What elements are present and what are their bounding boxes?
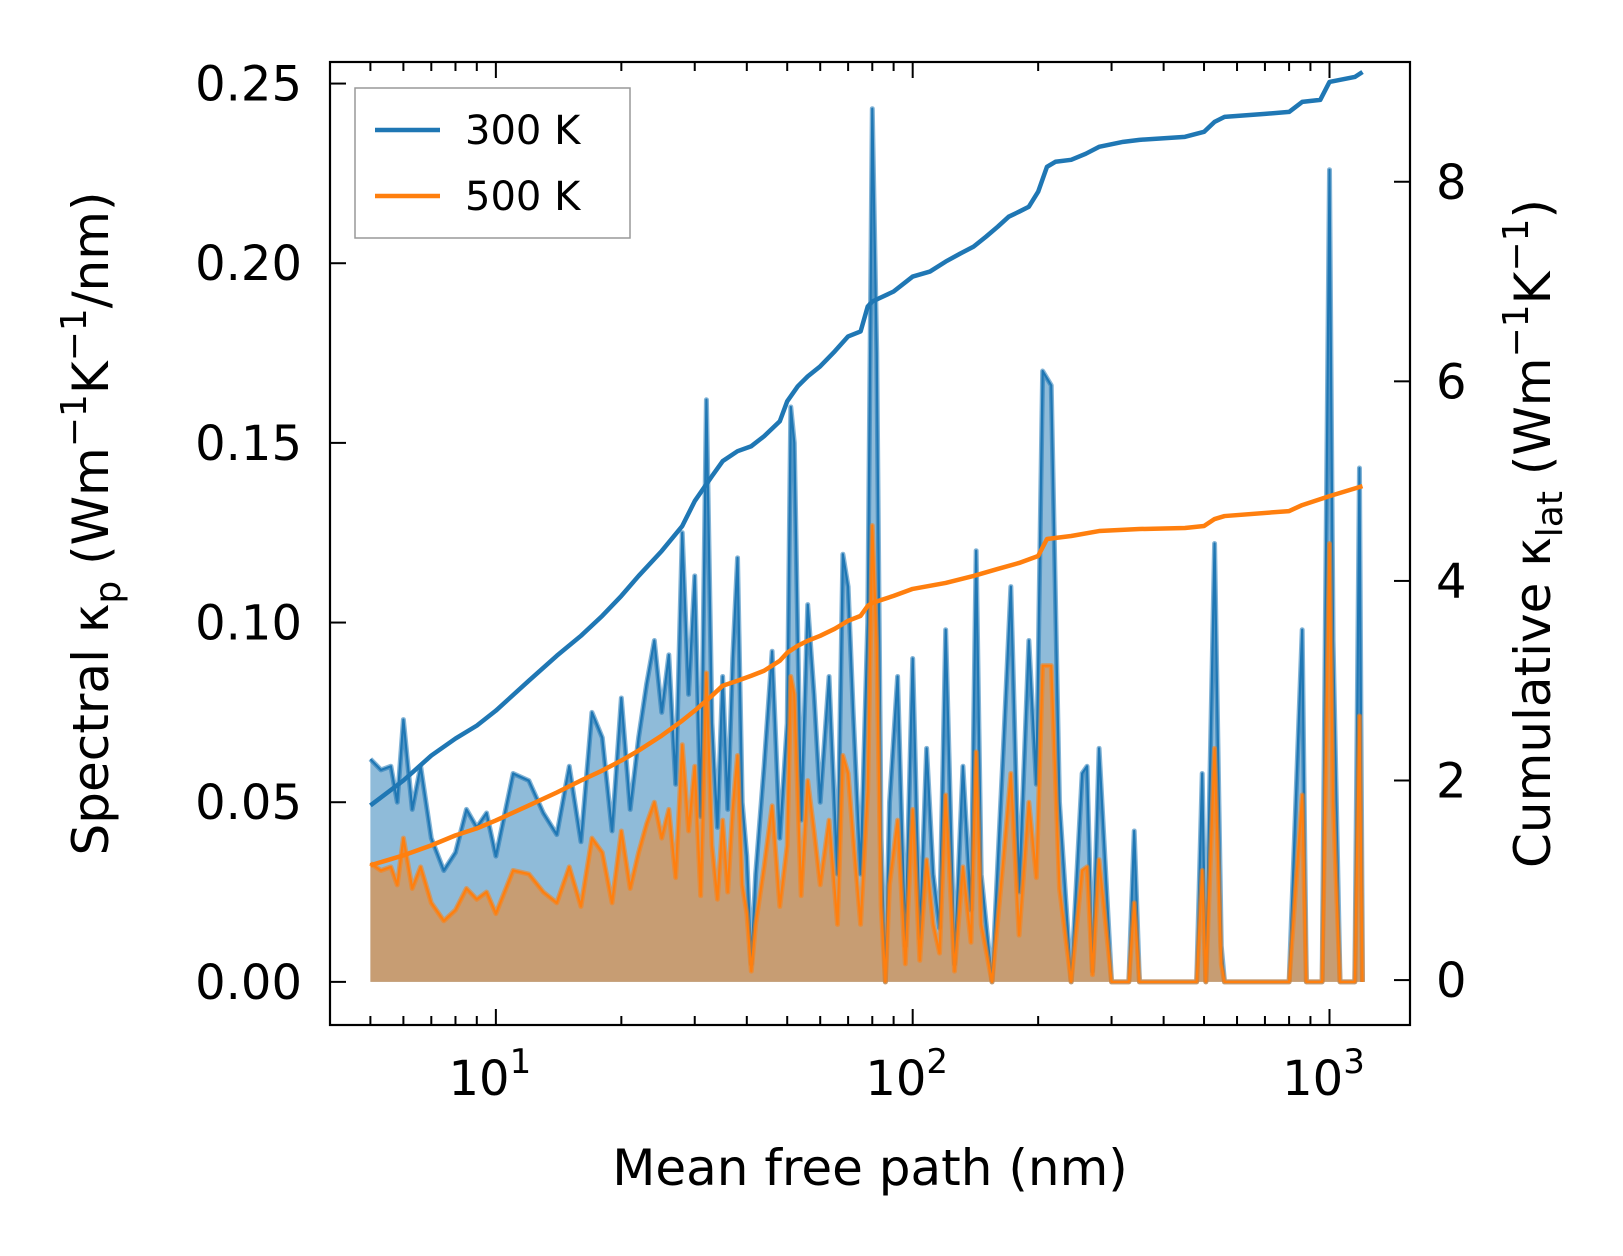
x-tick-label-exponent: 1 xyxy=(510,1042,532,1082)
y-left-tick-label: 0.05 xyxy=(195,775,302,831)
title-superscript: −1 xyxy=(1496,304,1537,357)
y-right-tick-label: 0 xyxy=(1436,953,1467,1009)
legend: 300 K 500 K xyxy=(354,87,631,239)
y-right-tick-label: 8 xyxy=(1436,155,1467,211)
y-right-tick-label: 4 xyxy=(1436,554,1467,610)
x-tick-label: 101 xyxy=(449,1042,532,1107)
legend-box xyxy=(354,87,631,239)
plot-frame xyxy=(328,60,1412,1027)
spectral-line-500-k xyxy=(369,524,1364,983)
x-tick-label-base: 10 xyxy=(1282,1051,1343,1107)
axes-layer: 101 102 1030.000.050.100.150.200.2502468Me… xyxy=(54,57,1571,1197)
y-left-tick-label: 0.00 xyxy=(195,955,302,1011)
y-left-axis-title: Spectral κp (Wm−1K−1/nm) xyxy=(54,192,129,856)
x-tick-label-base: 10 xyxy=(449,1051,510,1107)
title-superscript: −1 xyxy=(54,394,95,447)
title-subscript: lat xyxy=(1530,491,1571,537)
title-subscript: p xyxy=(88,581,129,604)
title-superscript: −1 xyxy=(1496,219,1537,272)
title-superscript: −1 xyxy=(54,308,95,361)
x-tick-label-base: 10 xyxy=(865,1051,926,1107)
y-left-tick-label: 0.15 xyxy=(195,416,302,472)
title-text: K xyxy=(62,360,120,394)
x-axis-title: Mean free path (nm) xyxy=(612,1139,1128,1197)
x-tick-label-exponent: 3 xyxy=(1343,1042,1365,1082)
y-left-tick-label: 0.10 xyxy=(195,596,302,652)
y-right-axis-title: Cumulative κlat (Wm−1K−1) xyxy=(1496,199,1571,868)
x-tick-label: 102 xyxy=(865,1042,948,1107)
y-right-tick-label: 2 xyxy=(1436,754,1467,810)
title-text: ) xyxy=(1504,199,1562,219)
title-text: K xyxy=(1504,270,1562,304)
title-text: Cumulative κ xyxy=(1504,537,1562,868)
cumulative-line-500-k xyxy=(369,483,1364,868)
y-left-tick-label: 0.20 xyxy=(195,236,302,292)
x-tick-label-exponent: 2 xyxy=(926,1042,948,1082)
legend-label-300-k: 300 K xyxy=(465,108,582,154)
legend-label-500-k: 500 K xyxy=(465,174,582,220)
title-text: Spectral κ xyxy=(62,604,120,856)
title-text: (Wm xyxy=(1504,357,1562,491)
title-text: (Wm xyxy=(62,447,120,581)
series-layer xyxy=(368,70,1366,985)
y-left-tick-label: 0.25 xyxy=(195,57,302,113)
cumulative-line-300-k xyxy=(369,70,1364,808)
title-text: /nm) xyxy=(62,192,120,309)
y-right-tick-label: 6 xyxy=(1436,354,1467,410)
x-tick-label: 103 xyxy=(1282,1042,1365,1107)
